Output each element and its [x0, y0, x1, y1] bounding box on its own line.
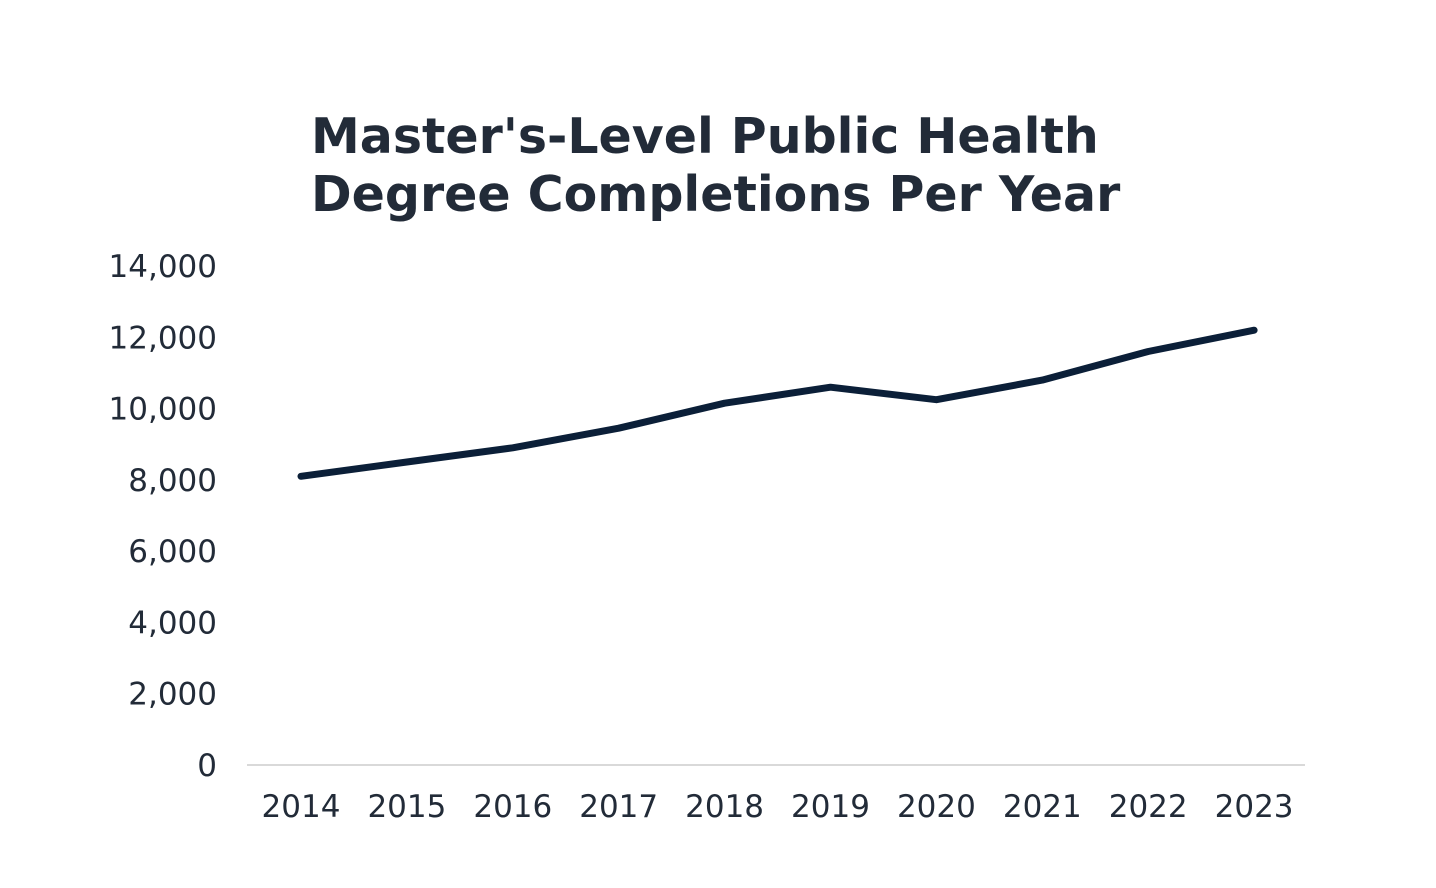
x-tick-label: 2014	[262, 789, 341, 825]
series-lines	[297, 326, 1258, 480]
y-tick-label: 12,000	[109, 320, 217, 356]
x-tick-label: 2019	[791, 789, 870, 825]
y-tick-label: 4,000	[128, 605, 217, 641]
x-tick-label: 2023	[1215, 789, 1294, 825]
x-tick-label: 2018	[685, 789, 764, 825]
y-tick-label: 2,000	[128, 677, 217, 713]
x-tick-label: 2020	[897, 789, 976, 825]
y-axis-tick-labels: 0 2,000 4,000 6,000 8,000 10,000 12,000 14,000	[109, 249, 217, 784]
y-tick-label: 8,000	[128, 463, 217, 499]
y-tick-label: 0	[197, 748, 217, 784]
y-tick-label: 14,000	[109, 249, 217, 285]
x-tick-label: 2021	[1003, 789, 1082, 825]
x-tick-label: 2017	[579, 789, 658, 825]
chart-title: Master's-Level Public Health Degree Comp…	[311, 108, 1120, 224]
x-tick-label: 2015	[367, 789, 446, 825]
chart-title-line-1: Master's-Level Public Health	[311, 108, 1099, 165]
chart-title-line-2: Degree Completions Per Year	[311, 166, 1121, 223]
y-tick-label: 6,000	[128, 534, 217, 570]
x-axis-tick-labels: 2014 2015 2016 2017 2018 2019 2020 2021 2022 2023	[262, 789, 1294, 825]
series-line	[297, 326, 1258, 480]
x-tick-label: 2022	[1109, 789, 1188, 825]
y-tick-label: 10,000	[109, 392, 217, 428]
x-tick-label: 2016	[473, 789, 552, 825]
